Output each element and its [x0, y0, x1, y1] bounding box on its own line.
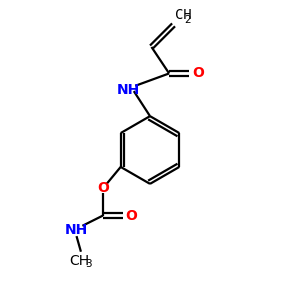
Text: NH: NH — [65, 223, 88, 237]
Text: O: O — [192, 66, 204, 80]
Text: O: O — [97, 181, 109, 194]
Text: NH: NH — [117, 82, 140, 97]
Text: 3: 3 — [85, 259, 92, 269]
Text: CH: CH — [175, 8, 192, 22]
Text: O: O — [126, 208, 137, 223]
Text: 2: 2 — [185, 15, 191, 26]
Text: CH: CH — [69, 254, 89, 268]
